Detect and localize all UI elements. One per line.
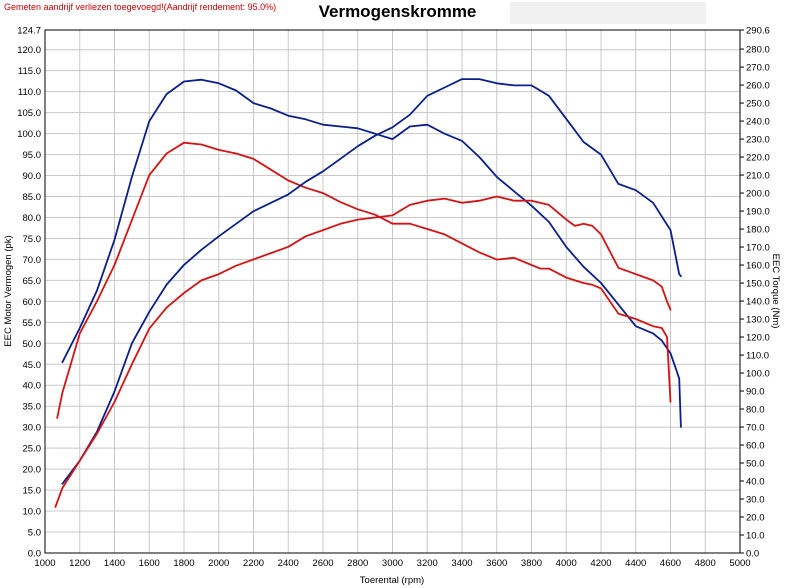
x-tick-label: 1600 xyxy=(139,558,160,569)
y-left-tick-label: 0.0 xyxy=(28,549,41,560)
y-left-tick-label: 70.0 xyxy=(23,255,42,266)
series-lines xyxy=(54,78,682,508)
y-left-tick-label: 45.0 xyxy=(23,360,42,371)
y-left-tick-label: 35.0 xyxy=(23,402,42,413)
grid xyxy=(44,29,741,554)
y-left-tick-label: 65.0 xyxy=(23,276,42,287)
x-tick-label: 4600 xyxy=(660,558,681,569)
y-left-tick-label: 15.0 xyxy=(23,486,42,497)
y-left-tick-label: 5.0 xyxy=(28,528,41,539)
x-tick-label: 4200 xyxy=(590,558,611,569)
y-right-tick-label: 0.0 xyxy=(746,549,759,560)
x-axis-label: Toerental (rpm) xyxy=(360,575,424,586)
x-tick-label: 4400 xyxy=(625,558,646,569)
plot-frame xyxy=(44,29,741,554)
x-tick-label: 2800 xyxy=(347,558,368,569)
y-right-tick-label: 10.0 xyxy=(746,531,765,542)
y-right-tick-label: 270.0 xyxy=(746,63,770,74)
blue-torque-line xyxy=(61,78,682,428)
x-tick-label: 3000 xyxy=(382,558,403,569)
chart-title: Vermogenskromme xyxy=(318,2,477,21)
red-power-line xyxy=(54,195,672,508)
y-left-tick-label: 75.0 xyxy=(23,234,42,245)
y-left-tick-label: 85.0 xyxy=(23,192,42,203)
y-right-tick-label: 260.0 xyxy=(746,81,770,92)
y-right-tick-label: 170.0 xyxy=(746,243,770,254)
y-right-tick-label: 200.0 xyxy=(746,189,770,200)
y-left-tick-label: 10.0 xyxy=(23,507,42,518)
y-right-tick-label: 20.0 xyxy=(746,513,765,524)
y-right-tick-label: 140.0 xyxy=(746,297,770,308)
y-left-tick-label: 105.0 xyxy=(17,108,41,119)
x-tick-label: 2000 xyxy=(208,558,229,569)
y-right-tick-label: 230.0 xyxy=(746,135,770,146)
y-right-tick-label: 70.0 xyxy=(746,423,765,434)
y-left-tick-label: 40.0 xyxy=(23,381,42,392)
y-right-tick-label: 210.0 xyxy=(746,171,770,182)
y-right-tick-label: 190.0 xyxy=(746,207,770,218)
y-left-tick-label: 80.0 xyxy=(23,213,42,224)
x-tick-label: 3600 xyxy=(486,558,507,569)
y-left-axis-label: EEC Motor Vermogen (pk) xyxy=(3,235,14,346)
y-right-tick-label: 240.0 xyxy=(746,117,770,128)
y-right-tick-label: 160.0 xyxy=(746,261,770,272)
x-tick-label: 3200 xyxy=(417,558,438,569)
y-right-tick-label: 90.0 xyxy=(746,387,765,398)
y-right-tick-label: 50.0 xyxy=(746,459,765,470)
y-left-tick-label: 55.0 xyxy=(23,318,42,329)
y-right-axis-label: EEC Torque (Nm) xyxy=(770,254,781,329)
y-right-tick-label: 150.0 xyxy=(746,279,770,290)
y-left-tick-label: 120.0 xyxy=(17,45,41,56)
y-left-tick-label: 110.0 xyxy=(18,87,41,98)
x-tick-label: 1800 xyxy=(173,558,194,569)
x-tick-label: 4000 xyxy=(556,558,577,569)
y-right-tick-label: 130.0 xyxy=(746,315,770,326)
y-right-tick-label: 120.0 xyxy=(746,333,770,344)
y-right-tick-label: 30.0 xyxy=(746,495,765,506)
y-left-tick-label: 124.7 xyxy=(17,26,41,37)
y-left-tick-label: 20.0 xyxy=(23,465,42,476)
x-tick-label: 3800 xyxy=(521,558,542,569)
y-left-tick-label: 115.0 xyxy=(18,66,41,77)
y-right-tick-label: 60.0 xyxy=(746,441,765,452)
y-right-tick-label: 250.0 xyxy=(746,99,770,110)
y-right-tick-label: 290.6 xyxy=(746,26,770,37)
y-right-tick-label: 80.0 xyxy=(746,405,765,416)
y-right-tick-label: 220.0 xyxy=(746,153,770,164)
x-tick-label: 2400 xyxy=(278,558,299,569)
y-right-tick-label: 40.0 xyxy=(746,477,765,488)
red-torque-line xyxy=(56,141,672,419)
y-right-tick-label: 110.0 xyxy=(746,351,769,362)
x-tick-label: 2200 xyxy=(243,558,264,569)
tick-labels: 1000 1200 1400 1600 1800 2000 2200 2400 2600 2800… xyxy=(17,26,770,570)
x-tick-label: 4800 xyxy=(695,558,716,569)
y-right-tick-label: 100.0 xyxy=(746,369,770,380)
y-right-tick-label: 280.0 xyxy=(746,45,770,56)
y-left-tick-label: 100.0 xyxy=(17,129,41,140)
title-background xyxy=(510,2,706,24)
blue-power-line xyxy=(61,78,682,485)
y-left-tick-label: 30.0 xyxy=(23,423,42,434)
x-tick-label: 5000 xyxy=(729,558,750,569)
efficiency-note: Gemeten aandrijf verliezen toegevoegd!(A… xyxy=(4,2,277,12)
y-left-tick-label: 50.0 xyxy=(23,339,42,350)
x-tick-label: 3400 xyxy=(451,558,472,569)
y-left-tick-label: 90.0 xyxy=(23,171,42,182)
y-left-tick-label: 60.0 xyxy=(23,297,42,308)
y-left-tick-label: 95.0 xyxy=(23,150,42,161)
x-tick-label: 1200 xyxy=(69,558,90,569)
x-tick-label: 1400 xyxy=(104,558,125,569)
x-tick-label: 2600 xyxy=(312,558,333,569)
x-tick-label: 1000 xyxy=(34,558,55,569)
y-right-tick-label: 180.0 xyxy=(746,225,770,236)
y-left-tick-label: 25.0 xyxy=(23,444,42,455)
